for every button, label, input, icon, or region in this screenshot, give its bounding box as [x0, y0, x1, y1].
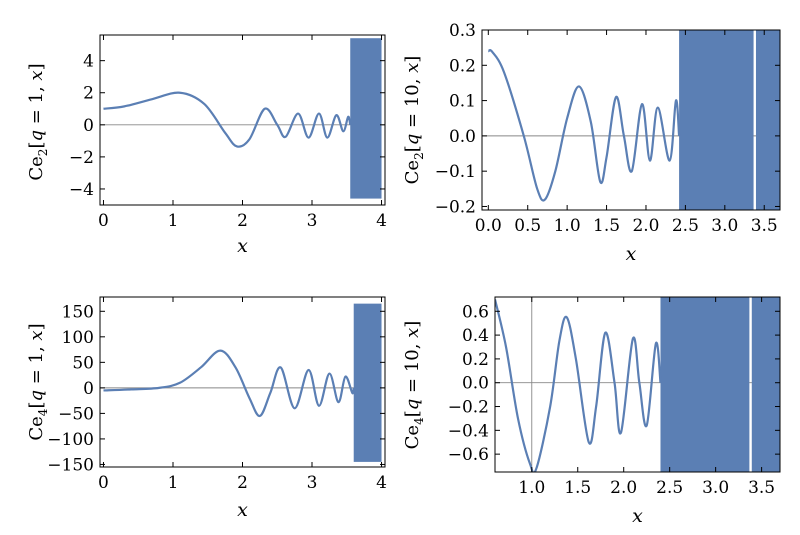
y-tick-label: −0.2	[435, 197, 476, 217]
y-tick-label: −0.2	[448, 398, 489, 418]
x-tick-label: 1	[168, 473, 179, 493]
x-tick-label: 2.0	[610, 478, 637, 498]
plot-ce2-q10: 0.0 0.5 1.0 1.5 2.0 2.5 3.0 3.5 0.3 0.2 0.1 0.0 −0.1…	[402, 21, 781, 265]
y-tick-label: −0.6	[448, 445, 489, 465]
x-tick-label: 1.5	[564, 478, 591, 498]
series-line	[487, 49, 681, 202]
x-tick-label: 3.5	[748, 478, 775, 498]
plot-ce2-q1: 0 1 2 3 4 4 2 0 −2 −4 x Ce2[q = 1, x]	[26, 34, 387, 257]
y-tick-label: 100	[62, 328, 94, 348]
plot-frame	[481, 29, 781, 211]
oscillation-band	[751, 297, 780, 472]
y-axis-label: Ce4[q = 1, x]	[26, 323, 50, 440]
y-axis-label: Ce2[q = 1, x]	[26, 63, 50, 180]
y-tick-label: 0	[83, 379, 94, 399]
x-tick-label: 1	[168, 211, 179, 231]
x-tick-label: 0.0	[475, 216, 502, 236]
y-tick-label: 50	[72, 353, 94, 373]
y-tick-label: 4	[83, 52, 94, 72]
y-tick-label: 0.6	[462, 302, 489, 322]
x-axis-label: x	[632, 505, 643, 527]
x-axis-label: x	[237, 499, 248, 521]
x-tick-label: 2.5	[656, 478, 683, 498]
y-tick-label: −0.4	[448, 421, 489, 441]
series-line	[103, 349, 355, 418]
oscillation-band	[679, 30, 754, 210]
oscillation-band	[350, 38, 382, 199]
plot-ce4-q1: 0 1 2 3 4 150 100 50 0 −50 −100 −150 x Ce4[q = 1, x]	[26, 296, 387, 521]
series-line	[495, 299, 662, 472]
plot-ce4-q10: 1.0 1.5 2.0 2.5 3.0 3.5 0.6 0.4 0.2 0.0 −0.2 −0.4 −0…	[402, 296, 781, 527]
y-tick-label: −0.1	[435, 162, 476, 182]
oscillation-band	[353, 303, 382, 462]
x-tick-label: 2.5	[672, 216, 699, 236]
x-tick-label: 1.0	[554, 216, 581, 236]
plot-frame	[99, 34, 386, 206]
y-tick-label: 0.0	[449, 127, 476, 147]
y-tick-label: 150	[62, 302, 94, 322]
y-tick-label: −4	[69, 180, 94, 200]
x-tick-label: 3	[307, 473, 318, 493]
x-tick-label: 3.0	[702, 478, 729, 498]
series-line	[103, 91, 352, 148]
x-tick-label: 0	[98, 473, 109, 493]
x-tick-label: 2	[237, 473, 248, 493]
y-tick-label: 0.0	[462, 374, 489, 394]
x-tick-label: 0.5	[514, 216, 541, 236]
y-tick-label: 0.1	[449, 92, 476, 112]
y-tick-label: 0.4	[462, 326, 489, 346]
y-tick-label: 0	[83, 116, 94, 136]
y-tick-label: −150	[47, 455, 94, 475]
x-tick-label: 3.5	[751, 216, 778, 236]
y-tick-label: −50	[58, 404, 94, 424]
x-tick-label: 4	[376, 211, 387, 231]
y-tick-label: −2	[69, 148, 94, 168]
x-tick-label: 3	[307, 211, 318, 231]
x-tick-label: 0	[98, 211, 109, 231]
x-tick-label: 4	[376, 473, 387, 493]
y-tick-label: 2	[83, 84, 94, 104]
x-tick-label: 3.0	[711, 216, 738, 236]
x-tick-label: 1.5	[593, 216, 620, 236]
oscillation-band	[660, 297, 750, 472]
y-axis-label: Ce4[q = 10, x]	[402, 321, 426, 450]
y-tick-label: 0.2	[462, 350, 489, 370]
y-axis-label: Ce2[q = 10, x]	[402, 56, 426, 185]
y-tick-label: 0.2	[449, 56, 476, 76]
x-tick-label: 2	[237, 211, 248, 231]
x-axis-label: x	[237, 235, 248, 257]
y-tick-label: 0.3	[449, 21, 476, 41]
oscillation-band	[755, 30, 780, 210]
y-tick-label: −100	[47, 430, 94, 450]
x-axis-label: x	[626, 243, 637, 265]
x-tick-label: 1.0	[518, 478, 545, 498]
plot-frame	[494, 296, 781, 473]
x-tick-label: 2.0	[632, 216, 659, 236]
